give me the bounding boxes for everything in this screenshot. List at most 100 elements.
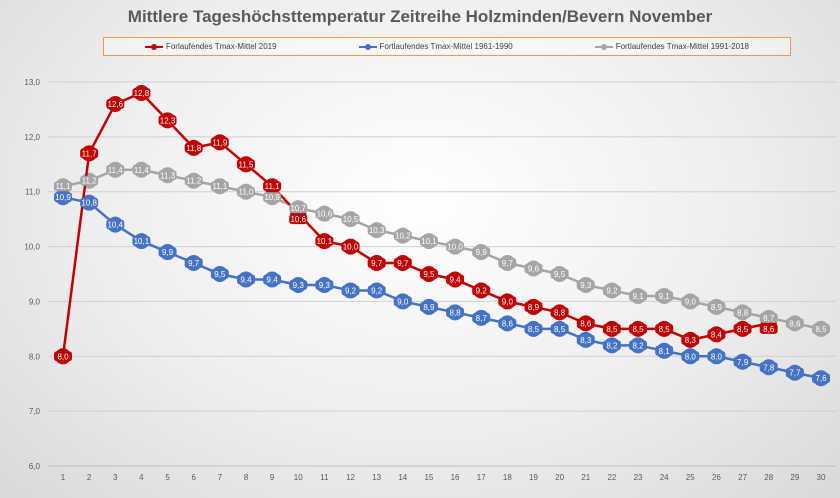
- data-label: 11,2: [186, 177, 202, 186]
- x-tick-label: 6: [191, 473, 196, 482]
- series-line: [61, 91, 769, 357]
- data-label: 9,4: [240, 275, 252, 284]
- data-label: 10,8: [81, 199, 97, 208]
- data-label-background: [106, 219, 125, 230]
- x-tick-label: 9: [270, 473, 275, 482]
- x-tick-label: 22: [607, 473, 616, 482]
- data-label-background: [733, 356, 752, 367]
- x-tick-label: 26: [712, 473, 721, 482]
- data-label-background: [446, 274, 465, 285]
- legend-label: Fortlaufendes Tmax-Mittel 1961-1990: [379, 42, 513, 51]
- legend-swatch: [144, 43, 163, 50]
- data-label-background: [576, 318, 595, 329]
- data-label-background: [263, 181, 282, 192]
- legend-item-2019: Forlaufendes Tmax-Mittel 2019: [144, 42, 277, 51]
- data-label-background: [707, 301, 726, 312]
- data-label-background: [106, 164, 125, 175]
- data-label-background: [681, 334, 700, 345]
- data-label: 8,1: [659, 347, 671, 356]
- data-label: 12,3: [160, 116, 176, 125]
- data-label: 8,9: [528, 303, 540, 312]
- data-label-background: [602, 285, 621, 296]
- data-label-background: [393, 230, 412, 241]
- data-label-background: [393, 258, 412, 269]
- data-label: 7,6: [815, 374, 827, 383]
- data-label: 8,4: [711, 330, 723, 339]
- data-label: 9,2: [345, 286, 357, 295]
- x-tick-label: 18: [503, 473, 512, 482]
- x-tick-label: 10: [294, 473, 303, 482]
- data-label-background: [106, 98, 125, 109]
- data-label: 11,7: [82, 149, 98, 158]
- data-label-background: [681, 351, 700, 362]
- data-label: 9,0: [685, 297, 697, 306]
- data-label-background: [158, 247, 177, 258]
- data-label-background: [576, 334, 595, 345]
- data-label-background: [524, 301, 543, 312]
- data-label-background: [132, 164, 151, 175]
- data-label-background: [184, 258, 203, 269]
- data-label: 10,0: [447, 243, 463, 252]
- data-label: 8,5: [554, 325, 566, 334]
- data-label: 9,7: [502, 259, 514, 268]
- data-label-background: [341, 285, 360, 296]
- data-label: 8,6: [763, 325, 775, 334]
- data-label: 8,0: [685, 352, 697, 361]
- data-label-background: [472, 312, 491, 323]
- data-label: 11,4: [134, 166, 150, 175]
- data-label: 8,6: [580, 319, 592, 328]
- data-label-background: [263, 274, 282, 285]
- data-label: 10,1: [421, 237, 437, 246]
- data-label: 11,2: [82, 177, 98, 186]
- data-label: 10,1: [317, 237, 333, 246]
- legend-swatch: [358, 43, 377, 50]
- x-tick-label: 3: [113, 473, 118, 482]
- data-label: 10,3: [369, 226, 385, 235]
- data-label-background: [236, 274, 255, 285]
- data-label-background: [629, 340, 648, 351]
- data-label: 9,2: [371, 286, 383, 295]
- x-tick-label: 28: [764, 473, 773, 482]
- data-label: 9,6: [528, 265, 540, 274]
- data-label-background: [393, 296, 412, 307]
- data-label-background: [498, 258, 517, 269]
- data-label-background: [132, 87, 151, 98]
- data-label-background: [158, 170, 177, 181]
- data-label-background: [759, 312, 778, 323]
- data-label-background: [759, 323, 778, 334]
- x-tick-label: 4: [139, 473, 144, 482]
- data-label: 9,7: [397, 259, 409, 268]
- y-tick-label: 12,0: [24, 133, 40, 142]
- data-label: 9,4: [450, 275, 462, 284]
- x-tick-label: 19: [529, 473, 538, 482]
- data-label: 10,6: [317, 210, 333, 219]
- data-label-background: [472, 247, 491, 258]
- data-label-background: [367, 225, 386, 236]
- legend-item-1991-2018: Fortlaufendes Tmax-Mittel 1991-2018: [594, 42, 749, 51]
- data-label-background: [446, 241, 465, 252]
- data-label-background: [54, 181, 72, 192]
- data-label: 10,9: [264, 193, 280, 202]
- data-label-background: [629, 290, 648, 301]
- data-label: 11,5: [238, 160, 254, 169]
- data-label-background: [210, 137, 229, 148]
- data-label: 8,3: [685, 336, 697, 345]
- data-label-background: [210, 269, 229, 279]
- data-label: 9,1: [659, 292, 671, 301]
- data-label-background: [54, 192, 72, 203]
- chart-title: Mittlere Tageshöchsttemperatur Zeitreihe…: [127, 7, 713, 26]
- x-tick-label: 21: [581, 473, 590, 482]
- data-label: 9,9: [162, 248, 174, 257]
- series-line: [62, 195, 822, 380]
- legend-item-1961-1990: Fortlaufendes Tmax-Mittel 1961-1990: [358, 42, 513, 51]
- data-label-background: [289, 214, 308, 225]
- data-label: 9,3: [580, 281, 592, 290]
- data-label-background: [812, 323, 830, 334]
- data-label: 7,8: [763, 363, 775, 372]
- data-label: 9,3: [293, 281, 305, 290]
- data-label-background: [785, 367, 804, 378]
- data-label: 8,3: [580, 336, 592, 345]
- x-tick-label: 27: [738, 473, 747, 482]
- data-label: 7,9: [737, 358, 749, 367]
- data-label-background: [367, 285, 386, 296]
